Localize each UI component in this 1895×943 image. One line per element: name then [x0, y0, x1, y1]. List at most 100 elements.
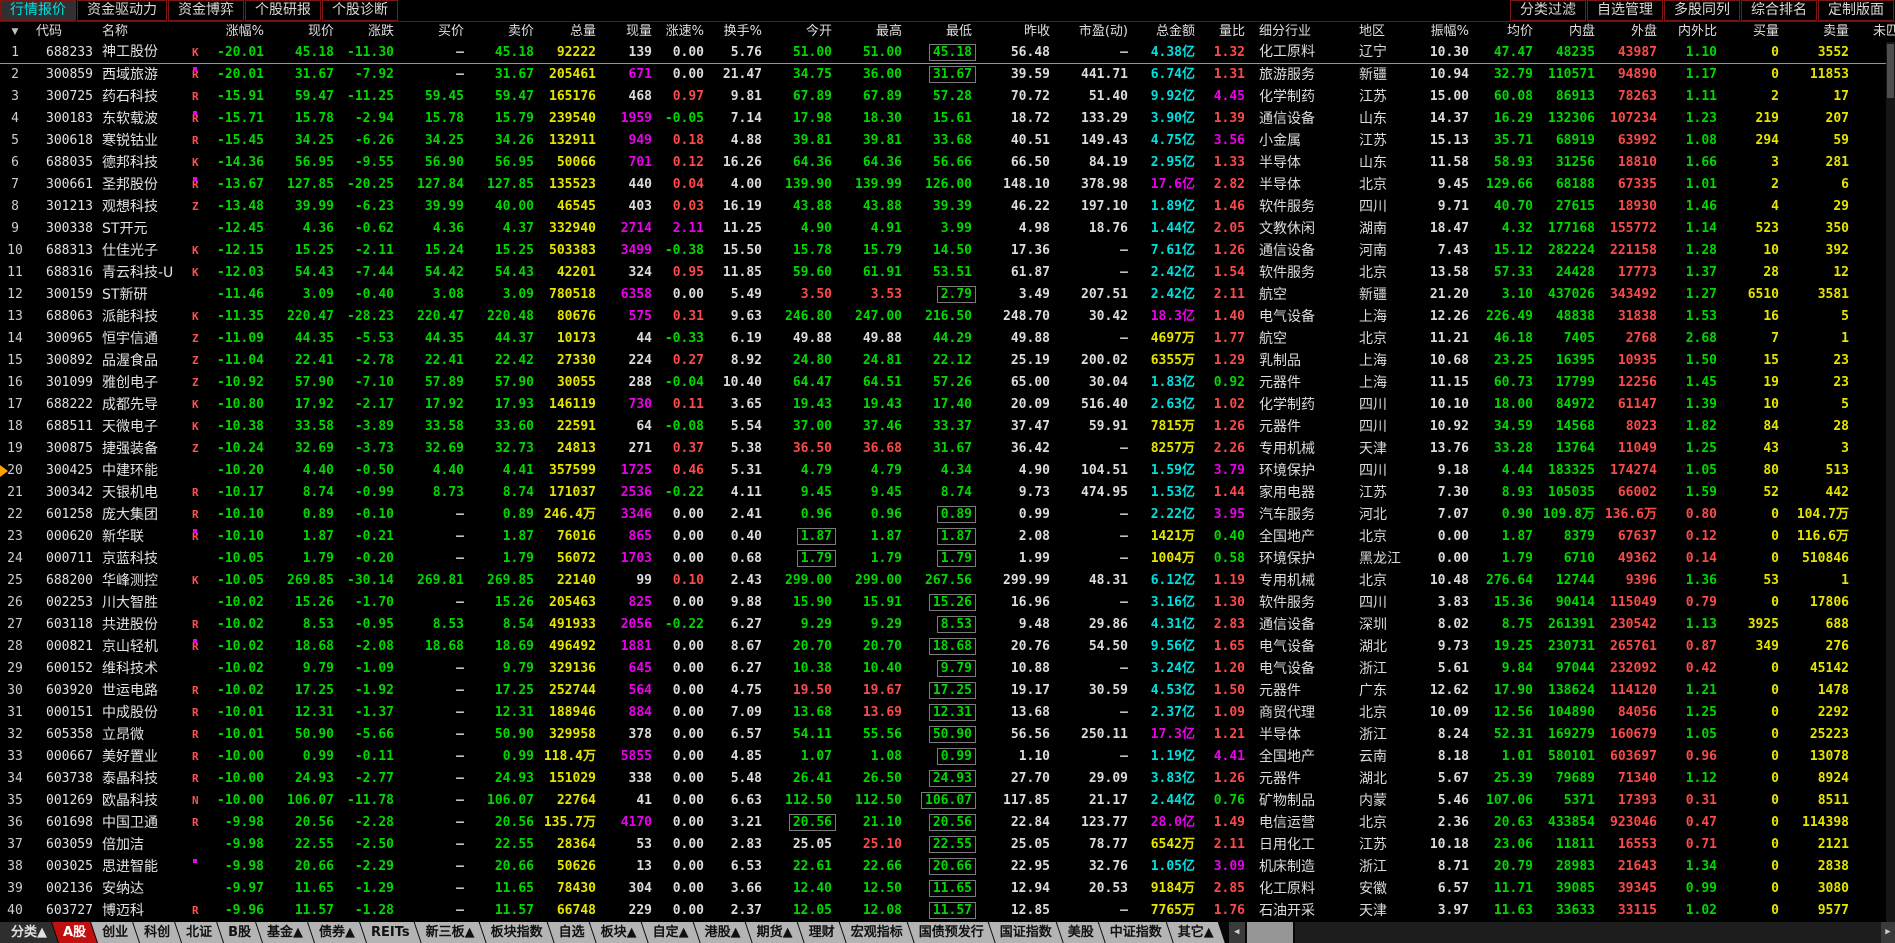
table-row[interactable]: 22 601258 庞大集团 R -10.10 0.89 -0.10 — 0.89 246.4万 3… — [0, 504, 1886, 526]
table-row[interactable]: 38 003025 思进智能 -9.98 20.66 -2.29 — 20.66 50626 13… — [0, 856, 1886, 878]
horizontal-scrollbar-track[interactable] — [1294, 922, 1881, 943]
table-row[interactable]: 10 688313 仕佳光子 K -12.15 15.25 -2.11 15.24 15.25 5… — [0, 240, 1886, 262]
bottom-tab-分类▲[interactable]: 分类▲ — [0, 922, 58, 943]
bottom-tab-理财[interactable]: 理财 — [798, 922, 846, 943]
table-row[interactable]: 26 002253 川大智胜 -10.02 15.26 -1.70 — 15.26 205463… — [0, 592, 1886, 614]
col-header-avg-price[interactable]: 均价 — [1506, 24, 1533, 39]
bottom-tab-REITs[interactable]: REITs — [360, 922, 421, 943]
table-row[interactable]: 24 000711 京蓝科技 -10.05 1.79 -0.20 — 1.79 56072 170… — [0, 548, 1886, 570]
menu-item-多股同列[interactable]: 多股同列 — [1664, 0, 1740, 21]
table-row[interactable]: 30 603920 世运电路 R -10.02 17.25 -1.92 — 17.25 25274… — [0, 680, 1886, 702]
table-row[interactable]: 31 000151 中成股份 R -10.01 12.31 -1.37 — 12.31 18894… — [0, 702, 1886, 724]
table-row[interactable]: 34 603738 泰晶科技 R -10.00 24.93 -2.77 — 24.93 15102… — [0, 768, 1886, 790]
col-header-outer-vol[interactable]: 外盘 — [1630, 24, 1657, 39]
table-row[interactable]: 20 300425 中建环能 -10.20 4.40 -0.50 4.40 4.41 35759… — [0, 460, 1886, 482]
bottom-tab-美股[interactable]: 美股 — [1057, 922, 1105, 943]
bottom-tab-国债预发行[interactable]: 国债预发行 — [908, 922, 995, 943]
bottom-tab-自定▲[interactable]: 自定▲ — [642, 922, 700, 943]
col-header-bid[interactable]: 买价 — [437, 24, 464, 39]
col-header-pe[interactable]: 市盈(动) — [1078, 24, 1128, 39]
col-header-inner-vol[interactable]: 内盘 — [1568, 24, 1595, 39]
col-header-prev-close[interactable]: 昨收 — [1023, 24, 1050, 39]
table-row[interactable]: 12 300159 ST新研 -11.46 3.09 -0.40 3.08 3.09 78051… — [0, 284, 1886, 306]
col-header-unmatched[interactable]: 未匹配量 — [1872, 24, 1895, 39]
col-header-change-pct[interactable]: 涨幅%↑ — [225, 24, 264, 39]
bottom-tab-债券▲[interactable]: 债券▲ — [308, 922, 366, 943]
bottom-tab-基金▲[interactable]: 基金▲ — [256, 922, 314, 943]
table-row[interactable]: 40 603727 博迈科 R -9.96 11.57 -1.28 — 11.57 66748 22… — [0, 900, 1886, 922]
col-header-speed[interactable]: 涨速% — [665, 24, 704, 39]
menu-tab-个股研报[interactable]: 个股研报 — [245, 0, 321, 21]
col-header-turnover[interactable]: 换手% — [723, 24, 762, 39]
col-header-ask-vol[interactable]: 卖量 — [1822, 24, 1849, 39]
col-header-open[interactable]: 今开 — [805, 24, 832, 39]
table-row[interactable]: 29 600152 维科技术 -10.02 9.79 -1.09 — 9.79 329136 64… — [0, 658, 1886, 680]
col-header-amplitude[interactable]: 振幅% — [1430, 24, 1469, 39]
menu-tab-个股诊断[interactable]: 个股诊断 — [322, 0, 398, 21]
table-row[interactable]: 3 300725 药石科技 R -15.91 59.47 -11.25 59.45 59.47 1… — [0, 86, 1886, 108]
menu-tab-资金博弈[interactable]: 资金博弈 — [168, 0, 244, 21]
menu-item-自选管理[interactable]: 自选管理 — [1587, 0, 1663, 21]
table-row[interactable]: 11 688316 青云科技-U K -12.03 54.43 -7.44 54.42 54.4… — [0, 262, 1886, 284]
bottom-tab-B股[interactable]: B股 — [217, 922, 262, 943]
menu-item-分类过滤[interactable]: 分类过滤 — [1510, 0, 1586, 21]
bottom-tab-其它▲[interactable]: 其它▲ — [1167, 922, 1225, 943]
table-row[interactable]: 17 688222 成都先导 K -10.80 17.92 -2.17 17.92 17.93 1… — [0, 394, 1886, 416]
col-header-region[interactable]: 地区 — [1359, 24, 1386, 39]
table-row[interactable]: 14 300965 恒宇信通 Z -11.09 44.35 -5.53 44.35 44.37 1… — [0, 328, 1886, 350]
tab-scroll-right-icon[interactable]: ▶ — [1881, 922, 1895, 943]
bottom-tab-宏观指标[interactable]: 宏观指标 — [840, 922, 914, 943]
col-header-code[interactable]: 代码 — [36, 24, 63, 39]
table-row[interactable]: 21 300342 天银机电 R -10.17 8.74 -0.99 8.73 8.74 1710… — [0, 482, 1886, 504]
col-header-price[interactable]: 现价 — [307, 24, 334, 39]
bottom-tab-板块指数[interactable]: 板块指数 — [480, 922, 554, 943]
table-row[interactable]: 23 000620 新华联 R -10.10 1.87 -0.21 — 1.87 76016 865… — [0, 526, 1886, 548]
bottom-tab-新三板▲[interactable]: 新三板▲ — [415, 922, 486, 943]
table-row[interactable]: 15 300892 品渥食品 Z -11.04 22.41 -2.78 22.41 22.42 2… — [0, 350, 1886, 372]
col-header-high[interactable]: 最高 — [875, 24, 902, 39]
col-header-name[interactable]: 名称 — [102, 24, 129, 39]
table-row[interactable]: 2 300859 西域旅游 R -20.01 31.67 -7.92 — 31.67 205461… — [0, 64, 1886, 86]
table-row[interactable]: 4 300183 东软载波 R -15.71 15.78 -2.94 15.78 15.79 23… — [0, 108, 1886, 130]
col-header-vol-ratio[interactable]: 量比 — [1218, 24, 1245, 39]
col-header-cur-vol[interactable]: 现量 — [625, 24, 652, 39]
table-row[interactable]: 32 605358 立昂微 R -10.01 50.90 -5.66 — 50.90 329958… — [0, 724, 1886, 746]
table-row[interactable]: 27 603118 共进股份 R -10.02 8.53 -0.95 8.53 8.54 4919… — [0, 614, 1886, 636]
menu-item-综合排名[interactable]: 综合排名 — [1741, 0, 1817, 21]
bottom-tab-港股▲[interactable]: 港股▲ — [694, 922, 752, 943]
col-header-volume[interactable]: 总量 — [569, 24, 596, 39]
bottom-tab-A股[interactable]: A股 — [52, 922, 97, 943]
bottom-tab-北证[interactable]: 北证 — [175, 922, 223, 943]
table-row[interactable]: 5 300618 寒锐钴业 R -15.45 34.25 -6.26 34.25 34.26 13… — [0, 130, 1886, 152]
menu-item-定制版面[interactable]: 定制版面 — [1818, 0, 1894, 21]
vertical-scrollbar[interactable] — [1886, 42, 1895, 922]
bottom-tab-中证指数[interactable]: 中证指数 — [1099, 922, 1173, 943]
bottom-tab-自选[interactable]: 自选 — [548, 922, 596, 943]
col-header-ask[interactable]: 卖价 — [507, 24, 534, 39]
table-row[interactable]: 33 000667 美好置业 R -10.00 0.99 -0.11 — 0.99 118.4万 5… — [0, 746, 1886, 768]
tab-scroll-left-icon[interactable]: ◀ — [1228, 922, 1245, 943]
col-header-industry[interactable]: 细分行业 — [1259, 24, 1312, 39]
table-row[interactable]: 6 688035 德邦科技 K -14.36 56.95 -9.55 56.90 56.95 50… — [0, 152, 1886, 174]
bottom-tab-科创[interactable]: 科创 — [133, 922, 181, 943]
col-header-change[interactable]: 涨跌 — [367, 24, 394, 39]
table-row[interactable]: 25 688200 华峰测控 K -10.05 269.85 -30.14 269.81 269… — [0, 570, 1886, 592]
table-row[interactable]: 18 688511 天微电子 K -10.38 33.58 -3.89 33.58 33.60 2… — [0, 416, 1886, 438]
vertical-scrollbar-thumb[interactable] — [1887, 44, 1894, 98]
bottom-tab-期货▲[interactable]: 期货▲ — [746, 922, 804, 943]
bottom-tab-国证指数[interactable]: 国证指数 — [989, 922, 1063, 943]
menu-tab-行情报价[interactable]: 行情报价 — [0, 0, 76, 21]
table-row[interactable]: 39 002136 安纳达 -9.97 11.65 -1.29 — 11.65 78430 304… — [0, 878, 1886, 900]
table-row[interactable]: 9 300338 ST开元 -12.45 4.36 -0.62 4.36 4.37 332940… — [0, 218, 1886, 240]
menu-tab-资金驱动力[interactable]: 资金驱动力 — [77, 0, 167, 21]
col-header-io-ratio[interactable]: 内外比 — [1677, 24, 1717, 39]
select-all-icon[interactable]: ▼ — [11, 27, 19, 37]
bottom-tab-创业[interactable]: 创业 — [91, 922, 139, 943]
table-row[interactable]: 28 000821 京山轻机 R -10.02 18.68 -2.08 18.68 18.69 4… — [0, 636, 1886, 658]
col-header-low[interactable]: 最低 — [945, 24, 972, 39]
table-row[interactable]: 35 001269 欧晶科技 N -10.00 106.07 -11.78 — 106.07 22… — [0, 790, 1886, 812]
table-row[interactable]: 13 688063 派能科技 K -11.35 220.47 -28.23 220.47 220… — [0, 306, 1886, 328]
table-row[interactable]: 1 688233 神工股份 K -20.01 45.18 -11.30 — 45.18 92222… — [0, 42, 1886, 64]
table-row[interactable]: 37 603059 倍加洁 -9.98 22.55 -2.50 — 22.55 28364 53 0… — [0, 834, 1886, 856]
table-row[interactable]: 7 300661 圣邦股份 R -13.67 127.85 -20.25 127.84 127.… — [0, 174, 1886, 196]
